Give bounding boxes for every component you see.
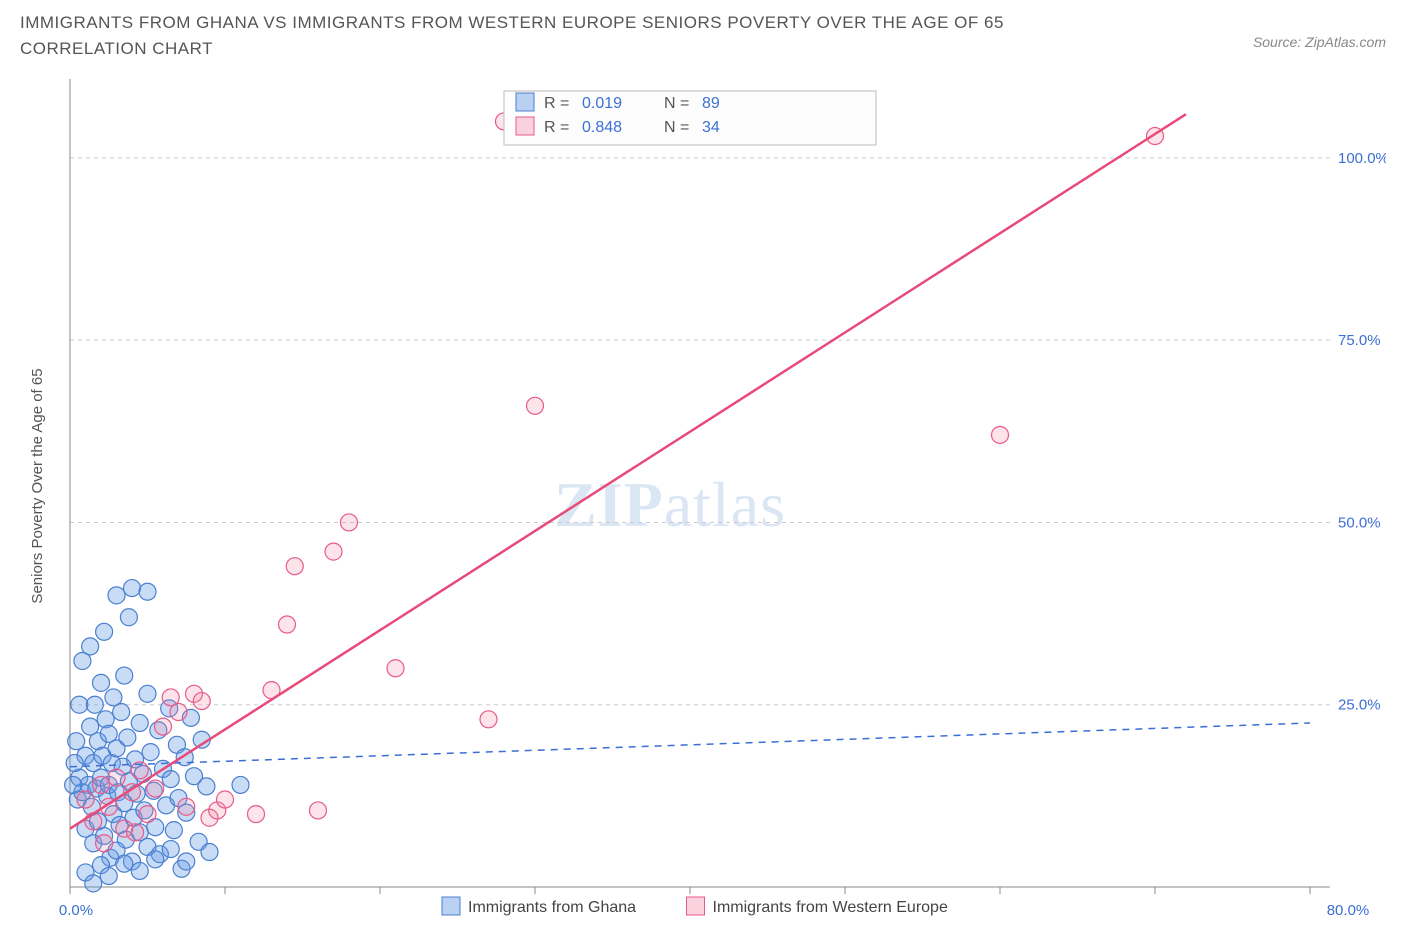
stats-value: 34 (702, 119, 720, 136)
stats-value: 89 (702, 95, 720, 112)
y-axis-title: Seniors Poverty Over the Age of 65 (29, 368, 46, 603)
data-point (93, 674, 110, 691)
x-tick-label: 0.0% (59, 902, 93, 919)
chart-svg: ZIPatlas 25.0% 50.0% 75.0% 100.0% 0.0% 80.0% Se… (20, 67, 1386, 927)
data-point (198, 778, 215, 795)
data-point (142, 744, 159, 761)
data-point (217, 791, 234, 808)
data-point (65, 776, 82, 793)
data-point (139, 685, 156, 702)
data-point (96, 835, 113, 852)
data-point (113, 704, 130, 721)
data-point (232, 776, 249, 793)
data-point (116, 667, 133, 684)
data-point (120, 609, 137, 626)
stats-label: R = (544, 119, 569, 136)
data-point (100, 868, 117, 885)
data-point (119, 729, 136, 746)
data-point (155, 718, 172, 735)
data-point (992, 426, 1009, 443)
y-tick-label: 75.0% (1338, 332, 1381, 349)
data-point (124, 580, 141, 597)
stats-label: N = (664, 119, 689, 136)
data-point (85, 875, 102, 892)
source-attribution: Source: ZipAtlas.com (1253, 34, 1386, 50)
stats-value: 0.019 (582, 95, 622, 112)
data-point (96, 623, 113, 640)
legend-label: Immigrants from Ghana (468, 899, 636, 916)
data-point (480, 711, 497, 728)
trend-line (70, 723, 1310, 767)
legend-swatch (687, 897, 705, 915)
correlation-chart: ZIPatlas 25.0% 50.0% 75.0% 100.0% 0.0% 80.0% Se… (20, 67, 1386, 927)
data-point (178, 798, 195, 815)
stats-label: R = (544, 95, 569, 112)
data-point (248, 806, 265, 823)
data-point (165, 822, 182, 839)
data-point (74, 652, 91, 669)
y-tick-label: 100.0% (1338, 150, 1386, 167)
stats-value: 0.848 (582, 119, 622, 136)
data-point (116, 855, 133, 872)
legend-label: Immigrants from Western Europe (713, 899, 948, 916)
data-point (66, 755, 83, 772)
stats-swatch (516, 117, 534, 135)
chart-title: IMMIGRANTS FROM GHANA VS IMMIGRANTS FROM… (20, 10, 1120, 61)
data-point (139, 583, 156, 600)
y-tick-label: 25.0% (1338, 697, 1381, 714)
data-point (193, 693, 210, 710)
data-point (279, 616, 296, 633)
data-point (341, 514, 358, 531)
legend-swatch (442, 897, 460, 915)
x-tick-label: 80.0% (1327, 902, 1370, 919)
watermark: ZIPatlas (554, 469, 786, 540)
data-point (310, 802, 327, 819)
data-point (108, 587, 125, 604)
data-point (85, 813, 102, 830)
y-tick-label: 50.0% (1338, 514, 1381, 531)
data-point (201, 844, 218, 861)
data-point (286, 558, 303, 575)
data-point (108, 769, 125, 786)
data-point (147, 780, 164, 797)
data-point (86, 696, 103, 713)
data-point (170, 704, 187, 721)
data-point (162, 841, 179, 858)
stats-label: N = (664, 95, 689, 112)
data-point (93, 776, 110, 793)
data-point (131, 862, 148, 879)
data-point (68, 733, 85, 750)
data-point (71, 696, 88, 713)
data-point (325, 543, 342, 560)
data-point (127, 824, 144, 841)
data-point (147, 851, 164, 868)
data-point (77, 791, 94, 808)
data-point (131, 714, 148, 731)
stats-swatch (516, 93, 534, 111)
data-point (387, 660, 404, 677)
data-point (178, 853, 195, 870)
data-point (162, 771, 179, 788)
data-point (139, 806, 156, 823)
trend-line (70, 114, 1186, 829)
data-point (527, 397, 544, 414)
